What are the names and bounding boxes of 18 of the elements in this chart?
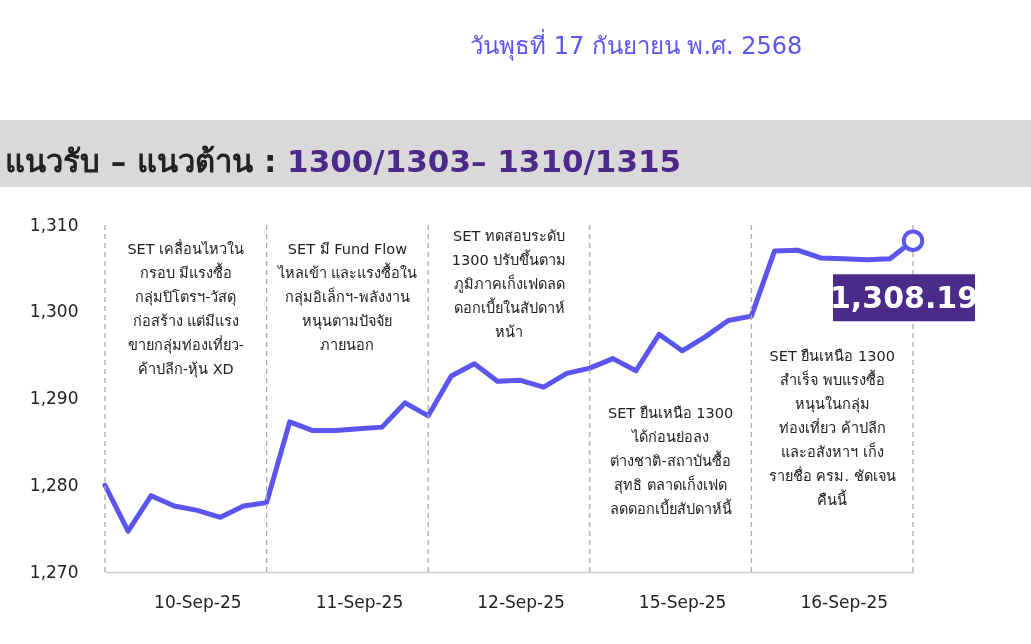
chart-title: แนวรับ – แนวต้าน : 1300/1303– 1310/1315 [5,143,682,179]
y-tick-label: 1,290 [29,388,79,408]
y-tick-label: 1,310 [29,214,79,235]
chart-subtitle: วันพุธที่ 17 กันยายน พ.ศ. 2568 [470,28,803,63]
data-label: 1,308.19 [829,279,979,315]
annotation: SET เคลื่อนไหวใน กรอบ มีแรงซื้อ กลุ่มปิโตรฯ-วัสดุ ก่อสร้าง แต่มีแรง ขายกลุ่มท่องเที่ยว- ค้าปลีก-หุ้น XD [127,239,245,378]
annotation: SET มี Fund Flow ไหลเข้า และแรงซื้อใน กลุ่มอิเล็กฯ-พลังงาน หนุนตามปัจจัย ภายนอก [276,241,418,353]
y-tick-label: 1,280 [29,474,79,495]
x-tick-label: 12-Sep-25 [477,591,565,612]
annotation: SET ยืนเหนือ 1300 สำเร็จ พบแรงซื้อ หนุนในกลุ่ม ท่องเที่ยว ค้าปลีก และอสังหาฯ เก็ง รายชื่อ ครม. ชัดเจน คืนนี้ [768,348,896,508]
x-tick-label: 16-Sep-25 [800,591,889,612]
x-tick-label: 10-Sep-25 [154,591,242,612]
annotation: SET ทดสอบระดับ 1300 ปรับขึ้นตาม ภูมิภาคเก็งเฟดลด ดอกเบี้ยในสัปดาห์ หน้า [451,228,567,340]
y-tick-label: 1,300 [29,301,79,322]
x-tick-label: 11-Sep-25 [315,591,404,612]
annotation: SET ยืนเหนือ 1300 ได้ก่อนย่อลง ต่างชาติ-สถาบันซื้อ สุทธิ ตลาดเก็งเฟด ลดดอกเบี้ยสัปดาห์นี้ [607,405,734,517]
y-tick-label: 1,270 [29,561,79,582]
x-tick-label: 15-Sep-25 [638,591,727,612]
